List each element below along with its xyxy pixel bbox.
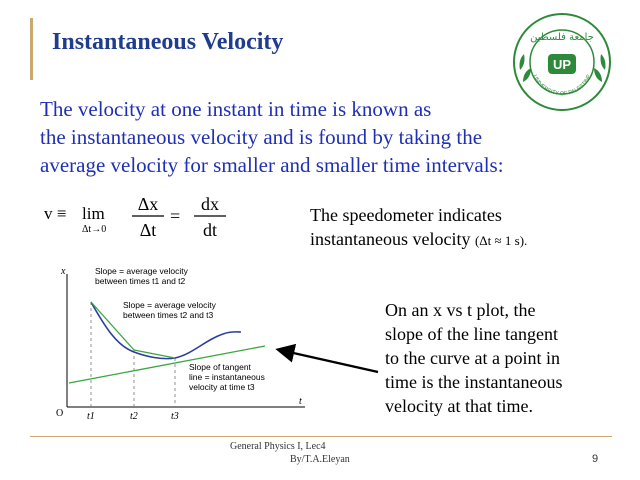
formula-lim-subscript: Δt→0 [82, 224, 106, 235]
secant-t1-t2 [90, 301, 135, 351]
slide-title: Instantaneous Velocity [52, 29, 284, 55]
footer-author: By/T.A.Eleyan [290, 454, 350, 465]
speedometer-line: instantaneous velocity (Δt ≈ 1 s). [310, 227, 610, 253]
footer-credit: General Physics I, Lec4 By/T.A.Eleyan [230, 440, 350, 466]
annotation-secant2: between times t2 and t3 [123, 310, 214, 320]
explanation-line: velocity at that time. [385, 396, 533, 416]
position-time-graph: x t O t1 t2 t3 Slope = average velocity … [56, 266, 305, 422]
explanation-line: On an x vs t plot, the [385, 300, 536, 320]
annotation-tangent: velocity at time t3 [189, 382, 255, 392]
intro-line: the instantaneous velocity and is found … [40, 125, 483, 149]
t-axis-label: t [299, 396, 302, 407]
tangent-line-t3 [68, 345, 266, 384]
footer-rule [30, 436, 612, 437]
formula-equals: = [170, 206, 180, 226]
logo-badge [548, 54, 576, 74]
annotation-secant2: Slope = average velocity [123, 300, 217, 310]
formula-fraction2-denominator: dt [203, 220, 217, 240]
formula-lim: lim [82, 204, 105, 223]
page-number: 9 [592, 453, 599, 465]
pointer-arrow [275, 343, 379, 374]
annotation-secant1: between times t1 and t2 [95, 276, 186, 286]
footer-course: General Physics I, Lec4 [230, 441, 326, 452]
explanation-line: to the curve at a point in [385, 348, 560, 368]
speedometer-text: instantaneous velocity [310, 229, 471, 249]
speedometer-line: The speedometer indicates [310, 205, 502, 225]
intro-paragraph: The velocity at one instant in time is k… [40, 95, 610, 179]
secant-t2-t3 [133, 349, 176, 359]
speedometer-interval: (Δt ≈ 1 s). [474, 233, 528, 248]
annotation-secant1: Slope = average velocity [95, 266, 189, 276]
logo-arabic-text: جامعة فلسطين [530, 32, 594, 43]
x-axis-label: x [60, 266, 66, 277]
tangent-explanation: On an x vs t plot, the slope of the line… [385, 298, 615, 418]
logo-initials: UP [553, 57, 571, 72]
tick-t3: t3 [171, 411, 179, 422]
formula-lhs: v ≡ [44, 204, 66, 223]
origin-label: O [56, 408, 63, 419]
annotation-tangent: line = instantaneous [189, 372, 265, 382]
tick-t1: t1 [87, 411, 95, 422]
formula-fraction2-numerator: dx [201, 194, 219, 214]
velocity-formula: v ≡ lim Δt→0 Δx Δt = dx dt [44, 194, 226, 240]
speedometer-note: The speedometer indicates instantaneous … [310, 203, 610, 253]
formula-fraction1-denominator: Δt [140, 220, 157, 240]
explanation-line: time is the instantaneous [385, 372, 563, 392]
university-logo: UP جامعة فلسطين UNIVERSITY OF PALESTINE [513, 13, 611, 111]
annotation-tangent: Slope of tangent [189, 362, 252, 372]
intro-line: average velocity for smaller and smaller… [40, 153, 504, 177]
title-accent-rule [30, 18, 33, 80]
intro-line: The velocity at one instant in time is k… [40, 97, 432, 121]
explanation-line: slope of the line tangent [385, 324, 558, 344]
formula-fraction1-numerator: Δx [138, 194, 159, 214]
tick-t2: t2 [130, 411, 138, 422]
